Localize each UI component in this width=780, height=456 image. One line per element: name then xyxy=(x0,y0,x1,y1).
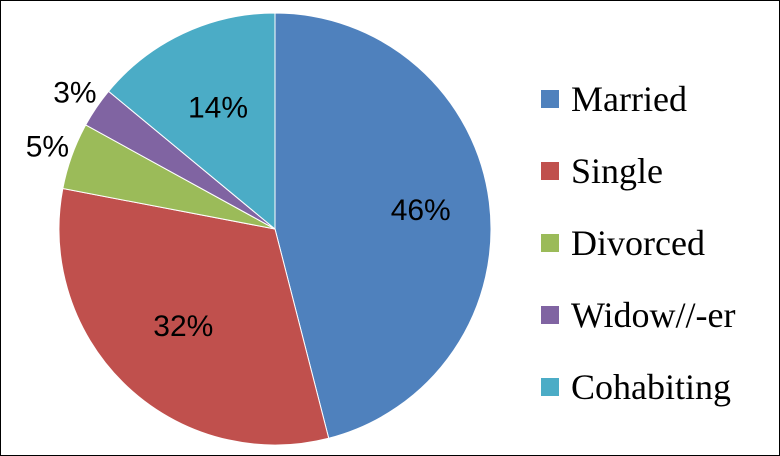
data-label-divorced: 5% xyxy=(26,131,69,164)
legend-item-widow: Widow//-er xyxy=(541,279,777,351)
legend-item-single: Single xyxy=(541,135,777,207)
legend-label-single: Single xyxy=(571,151,664,191)
data-label-cohabiting: 14% xyxy=(188,91,248,124)
legend-swatch-divorced xyxy=(541,234,559,252)
pie-slice-cohabiting xyxy=(107,12,276,231)
legend-item-cohabiting: Cohabiting xyxy=(541,351,777,423)
pie-slice-married xyxy=(274,12,492,439)
data-label-widow: 3% xyxy=(53,77,96,110)
data-label-single: 32% xyxy=(153,310,213,343)
pie-slice-single xyxy=(58,187,330,446)
legend-label-widow: Widow//-er xyxy=(571,295,736,335)
legend-swatch-widow xyxy=(541,306,559,324)
legend-item-divorced: Divorced xyxy=(541,207,777,279)
legend-label-cohabiting: Cohabiting xyxy=(571,367,731,407)
legend-swatch-married xyxy=(541,90,559,108)
legend: Married Single Divorced Widow//-er Cohab… xyxy=(541,63,777,423)
legend-item-married: Married xyxy=(541,63,777,135)
legend-swatch-single xyxy=(541,162,559,180)
legend-swatch-cohabiting xyxy=(541,378,559,396)
legend-label-married: Married xyxy=(571,79,687,119)
legend-label-divorced: Divorced xyxy=(571,223,705,263)
data-label-married: 46% xyxy=(391,194,451,227)
